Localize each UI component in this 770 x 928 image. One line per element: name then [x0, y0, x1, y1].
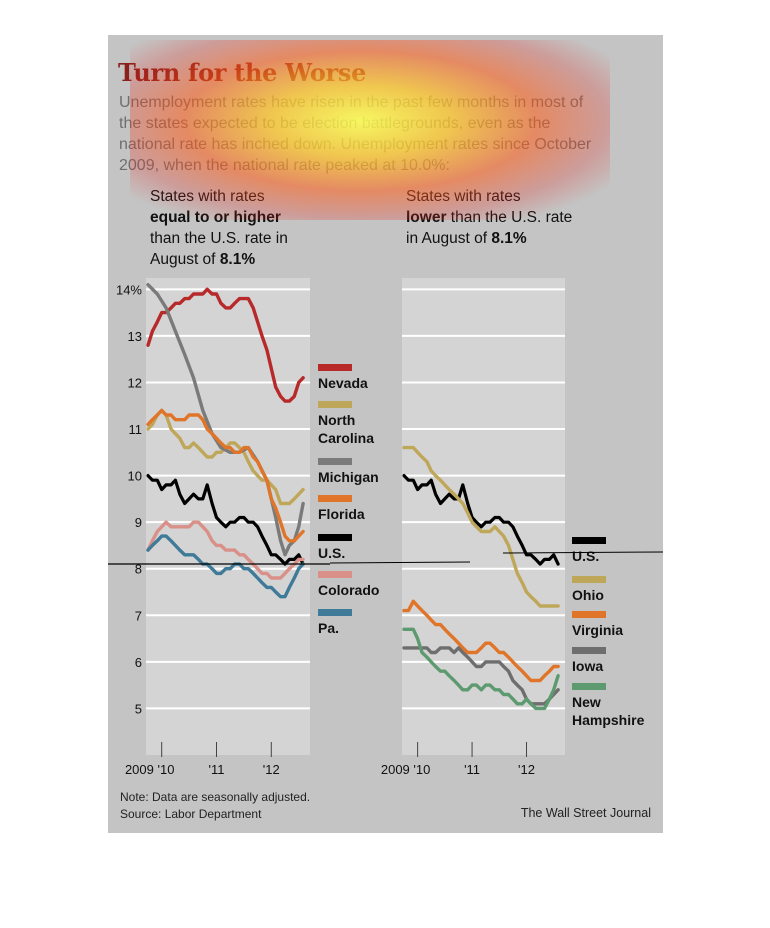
- x-tick-label-2-2: '12: [518, 762, 535, 777]
- data-note: Note: Data are seasonally adjusted.: [120, 790, 311, 804]
- legend-label-michigan-1: Michigan: [318, 469, 379, 485]
- legend-label-iowa-2: Iowa: [572, 658, 603, 674]
- legend-swatch-pa-1: [318, 609, 352, 616]
- series-line-florida-1: [146, 408, 305, 543]
- plot-area-1: [146, 278, 310, 755]
- y-tick-label-3: 11: [129, 422, 143, 437]
- legend-label-colorado-1: Colorado: [318, 582, 379, 598]
- x-tick-label-1-2: '12: [263, 762, 280, 777]
- legend-swatch-michigan-1: [318, 458, 352, 465]
- legend-label-florida-1: Florida: [318, 506, 365, 522]
- legend-label-virginia-2: Virginia: [572, 622, 623, 638]
- legend-label-nevada-1: Nevada: [318, 375, 368, 391]
- y-tick-label-4: 10: [128, 469, 142, 484]
- left-header-mid: than the U.S. rate in August of: [150, 230, 288, 268]
- legend-swatch-u-s-1: [318, 534, 352, 541]
- series-line-u-s-1: [146, 474, 305, 566]
- legend-label-north-carolina-1: Carolina: [318, 430, 374, 446]
- series-line-new-hampshire-2: [402, 627, 560, 711]
- series-line-pa-1: [146, 534, 305, 599]
- y-tick-label-0: 14%: [116, 282, 142, 297]
- annotation-line-right: [502, 551, 664, 554]
- legend-swatch-colorado-1: [318, 571, 352, 578]
- x-tick-label-1-1: '11: [209, 762, 225, 777]
- y-tick-label-7: 7: [135, 608, 142, 623]
- legend-label-new-hampshire-0: New: [572, 694, 601, 710]
- y-tick-label-5: 9: [135, 515, 142, 530]
- legend-label-pa-1: Pa.: [318, 620, 339, 636]
- x-tick-label-2-1: '11: [464, 762, 480, 777]
- source-note: Source: Labor Department: [120, 807, 262, 821]
- right-header-value: 8.1%: [491, 230, 527, 247]
- series-line-nevada-1: [146, 287, 305, 403]
- legend-label-u-s-1: U.S.: [318, 545, 345, 561]
- legend-label-north-carolina-0: North: [318, 412, 355, 428]
- legend-swatch-iowa-2: [572, 647, 606, 654]
- x-tick-label-2-0: 2009 '10: [381, 762, 430, 777]
- y-tick-label-2: 12: [128, 375, 142, 390]
- y-tick-label-6: 8: [135, 562, 142, 577]
- legend-swatch-north-carolina-1: [318, 401, 352, 408]
- legend-swatch-nevada-1: [318, 364, 352, 371]
- legend-swatch-florida-1: [318, 495, 352, 502]
- legend-label-u-s-2: U.S.: [572, 548, 599, 564]
- legend-swatch-ohio-2: [572, 576, 606, 583]
- y-tick-label-1: 13: [128, 329, 142, 344]
- credit: The Wall Street Journal: [520, 806, 651, 820]
- left-header-value: 8.1%: [219, 251, 256, 268]
- x-tick-label-1-0: 2009 '10: [125, 762, 174, 777]
- series-line-ohio-2: [402, 445, 560, 608]
- legend-label-ohio-2: Ohio: [572, 587, 604, 603]
- legend-swatch-virginia-2: [572, 611, 606, 618]
- series-line-u-s-2: [402, 474, 560, 566]
- y-tick-label-9: 5: [135, 701, 142, 716]
- legend-label-new-hampshire-1: Hampshire: [572, 712, 645, 728]
- series-line-virginia-2: [402, 599, 560, 683]
- y-tick-label-8: 6: [135, 655, 142, 670]
- plot-area-2: [402, 278, 565, 755]
- series-line-colorado-1: [146, 520, 305, 580]
- annotation-line-middle: [329, 561, 471, 564]
- legend-swatch-u-s-2: [572, 537, 606, 544]
- legend-swatch-new-hampshire-2: [572, 683, 606, 690]
